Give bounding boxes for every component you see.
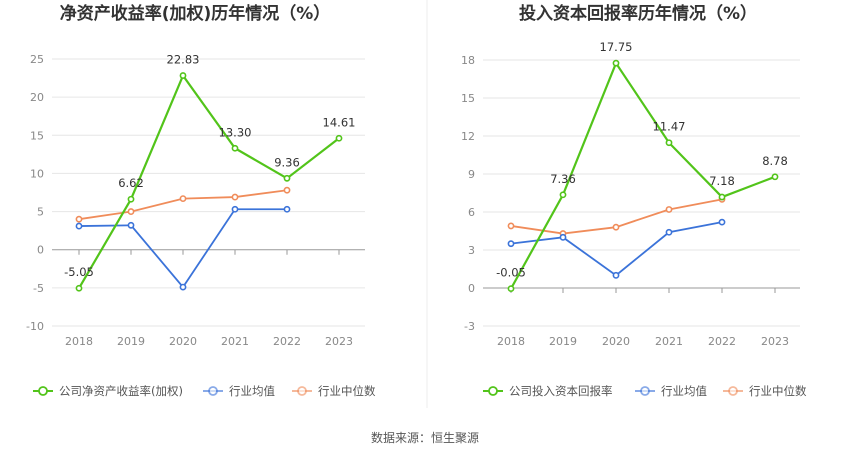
roic-point-company[interactable]: [507, 285, 515, 293]
roe-point-industry_avg[interactable]: [179, 283, 187, 291]
roic-y-tick-label: 15: [461, 92, 475, 105]
roe-point-industry_avg[interactable]: [127, 221, 135, 229]
roe-x-tick-label: 2019: [117, 335, 145, 348]
roic-x-tick-label: 2018: [497, 335, 525, 348]
roic-series-line-company: [510, 60, 776, 290]
roic-y-tick-label: 18: [461, 54, 475, 67]
roe-point-industry_avg[interactable]: [283, 205, 291, 213]
roe-point-company[interactable]: [75, 284, 83, 292]
roic-y-tick-label: -3: [464, 320, 475, 333]
source-text: 数据来源：恒生聚源: [371, 430, 479, 445]
roe-data-label: 9.36: [274, 155, 300, 169]
roe-chart-title: 净资产收益率(加权)历年情况（%）: [60, 3, 331, 24]
roe-point-industry_avg[interactable]: [75, 222, 83, 230]
roic-point-company[interactable]: [665, 139, 673, 147]
roe-y-tick-label: 5: [37, 206, 44, 219]
roic-point-industry_avg[interactable]: [665, 228, 673, 236]
roe-data-label: 6.62: [118, 176, 144, 190]
roic-y-tick-label: 6: [468, 206, 475, 219]
roe-series-line-company: [78, 73, 340, 289]
roe-legend-label[interactable]: 公司净资产收益率(加权): [59, 384, 183, 398]
roe-legend-marker[interactable]: [208, 386, 218, 396]
roic-y-tick-label: 9: [468, 168, 475, 181]
roic-point-industry_median[interactable]: [507, 222, 515, 230]
roe-chart: 净资产收益率(加权)历年情况（%） -10 -5 0 5 10 15 20 25 2018 2019…: [26, 3, 376, 398]
roic-chart-title: 投入资本回报率历年情况（%）: [519, 3, 757, 24]
roic-y-tick-label: 0: [468, 282, 475, 295]
roe-data-label: 14.61: [323, 115, 356, 129]
roic-legend-label[interactable]: 行业均值: [661, 384, 707, 398]
roe-y-tick-label: 10: [30, 167, 44, 180]
roe-data-label: 13.30: [219, 125, 252, 139]
roe-x-tick-label: 2020: [169, 335, 197, 348]
roe-x-tick-label: 2021: [221, 335, 249, 348]
roe-point-industry_median[interactable]: [179, 195, 187, 203]
roe-data-label: 22.83: [167, 53, 200, 67]
roic-legend-label[interactable]: 公司投入资本回报率: [509, 384, 613, 398]
roe-legend-marker[interactable]: [297, 386, 307, 396]
roe-x-tick-label: 2023: [325, 335, 353, 348]
roe-legend-marker[interactable]: [38, 386, 48, 396]
roe-series-line-industry_median: [78, 189, 288, 221]
roe-x-tick-label: 2018: [65, 335, 93, 348]
roic-point-company[interactable]: [559, 191, 567, 199]
roic-data-label: 8.78: [762, 154, 788, 168]
roic-x-tick-label: 2019: [549, 335, 577, 348]
roic-legend-label[interactable]: 行业中位数: [749, 384, 807, 398]
roe-y-tick-label: -10: [26, 320, 44, 333]
roic-x-tick-label: 2023: [761, 335, 789, 348]
roic-y-tick-label: 3: [468, 244, 475, 257]
roe-point-industry_median[interactable]: [75, 215, 83, 223]
roe-legend-label[interactable]: 行业均值: [229, 384, 275, 398]
roe-y-tick-label: 0: [37, 244, 44, 257]
roe-data-label: -5.05: [64, 265, 94, 279]
roic-point-industry_median[interactable]: [612, 223, 620, 231]
roe-series-line-industry_avg: [78, 208, 287, 289]
roe-y-tick-label: 15: [30, 129, 44, 142]
roic-legend-marker[interactable]: [488, 386, 498, 396]
roe-x-tick-label: 2022: [273, 335, 301, 348]
roic-point-industry_avg[interactable]: [718, 218, 726, 226]
roic-x-tick-label: 2020: [602, 335, 630, 348]
roe-y-tick-label: -5: [33, 282, 44, 295]
roe-point-industry_median[interactable]: [283, 186, 291, 194]
roe-y-tick-label: 25: [30, 53, 44, 66]
roe-point-industry_avg[interactable]: [231, 205, 239, 213]
roe-point-industry_median[interactable]: [127, 208, 135, 215]
roic-data-label: 7.18: [709, 174, 735, 188]
roe-point-industry_median[interactable]: [231, 193, 239, 201]
roic-x-tick-label: 2021: [655, 335, 683, 348]
roic-point-company[interactable]: [612, 59, 620, 67]
roic-data-label: 7.36: [550, 172, 576, 186]
roic-legend-marker[interactable]: [640, 386, 650, 396]
roic-data-label: 11.47: [653, 120, 686, 134]
roe-legend-label[interactable]: 行业中位数: [318, 384, 376, 398]
roic-data-label: 17.75: [600, 40, 633, 54]
roic-x-tick-label: 2022: [708, 335, 736, 348]
roe-point-company[interactable]: [335, 134, 343, 142]
roic-point-industry_avg[interactable]: [612, 271, 620, 279]
roic-data-label: -0.05: [496, 266, 526, 280]
roic-point-company[interactable]: [718, 193, 726, 201]
roic-point-industry_avg[interactable]: [507, 240, 515, 248]
roic-point-company[interactable]: [771, 173, 779, 181]
roic-chart: 投入资本回报率历年情况（%） -3 0 3 6 9 12 15 18 2018 2019 2020 20…: [461, 3, 807, 398]
roe-point-company[interactable]: [127, 195, 135, 203]
roe-y-tick-label: 20: [30, 91, 44, 104]
roe-point-company[interactable]: [179, 72, 187, 79]
roe-point-company[interactable]: [283, 174, 291, 182]
roic-y-tick-label: 12: [461, 130, 475, 143]
roic-point-industry_median[interactable]: [665, 206, 673, 213]
roic-legend-marker[interactable]: [728, 386, 738, 396]
roe-point-company[interactable]: [231, 144, 239, 152]
roic-point-industry_avg[interactable]: [559, 233, 567, 241]
